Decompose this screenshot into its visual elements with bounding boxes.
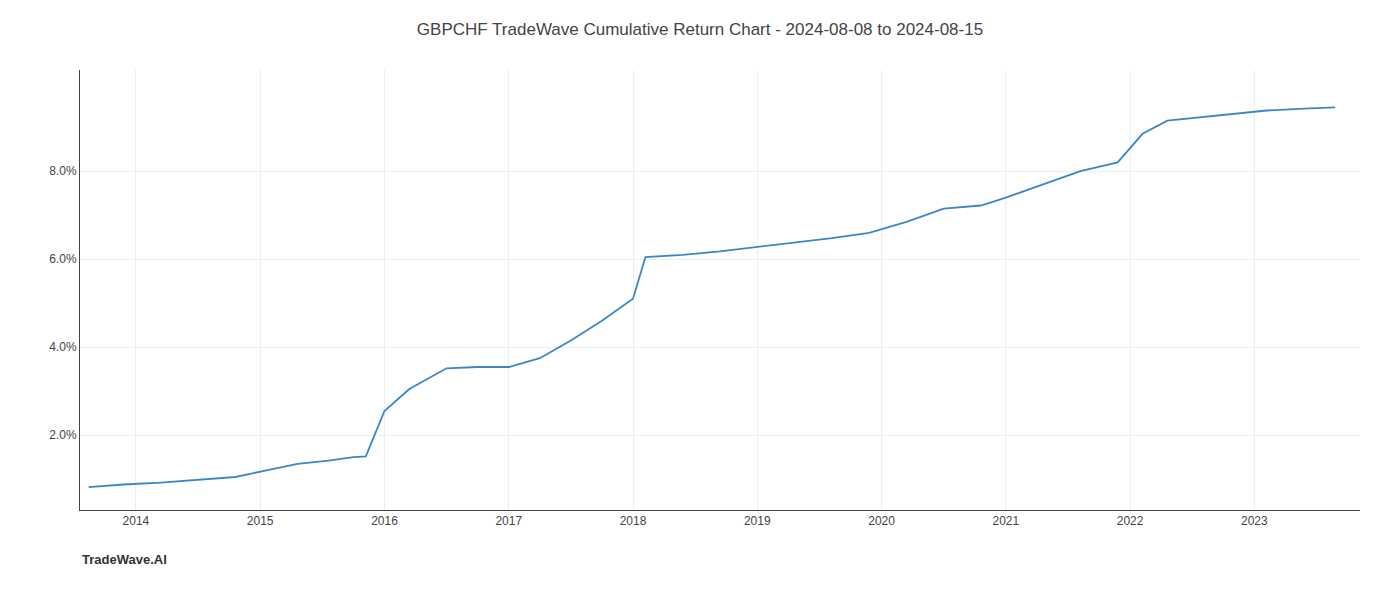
svg-text:2023: 2023 xyxy=(1241,514,1268,528)
svg-text:8.0%: 8.0% xyxy=(49,164,77,178)
svg-text:TradeWave.AI: TradeWave.AI xyxy=(82,552,167,567)
svg-text:2.0%: 2.0% xyxy=(49,428,77,442)
svg-text:2020: 2020 xyxy=(868,514,895,528)
svg-text:2019: 2019 xyxy=(744,514,771,528)
svg-text:2018: 2018 xyxy=(620,514,647,528)
svg-text:2022: 2022 xyxy=(1117,514,1144,528)
svg-text:4.0%: 4.0% xyxy=(49,340,77,354)
svg-text:2015: 2015 xyxy=(247,514,274,528)
svg-text:6.0%: 6.0% xyxy=(49,252,77,266)
svg-text:2021: 2021 xyxy=(992,514,1019,528)
svg-text:2016: 2016 xyxy=(371,514,398,528)
svg-text:2017: 2017 xyxy=(495,514,522,528)
svg-text:GBPCHF TradeWave Cumulative Re: GBPCHF TradeWave Cumulative Return Chart… xyxy=(417,20,983,39)
svg-text:2014: 2014 xyxy=(123,514,150,528)
